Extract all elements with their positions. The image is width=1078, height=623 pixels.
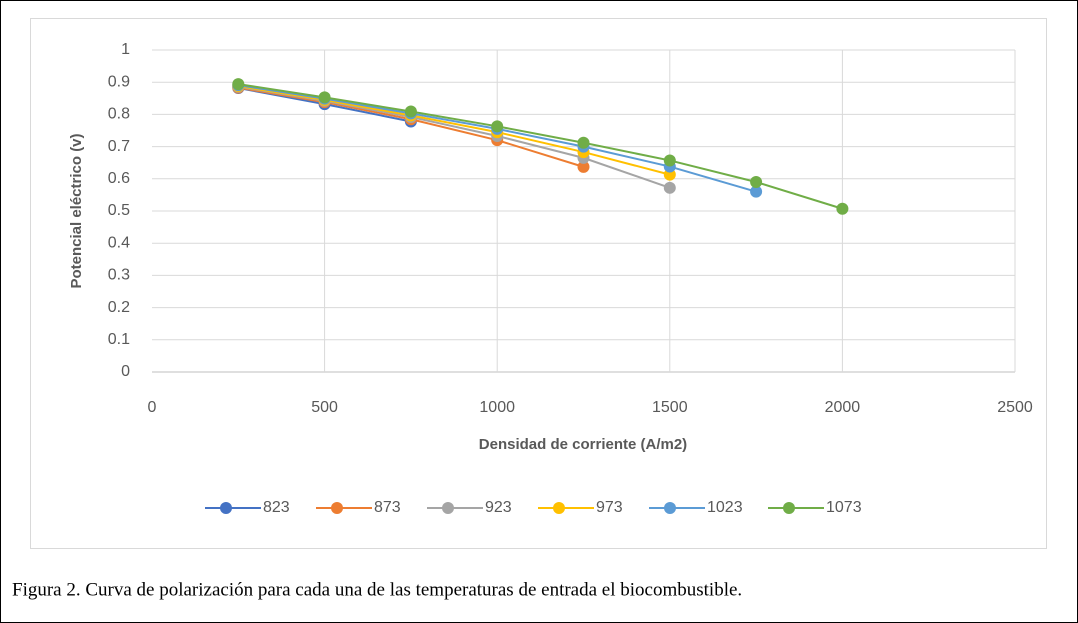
y-axis-title: Potencial eléctrico (v) [68,133,85,288]
data-point [404,105,417,118]
legend-marker [442,502,454,514]
legend-marker [783,502,795,514]
legend-label: 823 [263,499,290,516]
y-tick-label: 0.4 [108,234,130,251]
y-tick-label: 0.8 [108,106,130,123]
data-point [836,202,849,215]
y-tick-label: 0.3 [108,267,130,284]
x-tick-label: 2000 [825,399,861,416]
data-point [232,78,245,91]
y-tick-label: 0.6 [108,170,130,187]
series-line [238,85,671,176]
legend-marker [664,502,676,514]
legend-label: 873 [374,499,401,516]
y-tick-label: 0.2 [108,299,130,316]
legend-marker [220,502,232,514]
y-tick-label: 1 [121,41,130,58]
legend-marker [331,502,343,514]
y-tick-label: 0.9 [108,73,130,90]
data-point [750,176,763,189]
y-tick-label: 0 [121,363,130,380]
x-axis-title: Densidad de corriente (A/m2) [479,436,687,453]
legend-label: 1023 [707,499,743,516]
y-tick-label: 0.5 [108,202,130,219]
data-point [750,185,763,198]
caption: Figura 2. Curva de polarización para cad… [12,579,742,600]
data-point [663,154,676,167]
y-tick-label: 0.7 [108,138,130,155]
x-tick-label: 500 [311,399,338,416]
data-point [577,136,590,149]
data-point [491,120,504,133]
legend-label: 973 [596,499,623,516]
legend-label: 1073 [826,499,862,516]
y-tick-label: 0.1 [108,331,130,348]
x-tick-label: 0 [148,399,157,416]
legend-marker [553,502,565,514]
legend-label: 923 [485,499,512,516]
x-tick-label: 1500 [652,399,688,416]
x-tick-label: 1000 [479,399,515,416]
data-point [577,160,590,173]
x-tick-label: 2500 [997,399,1033,416]
data-point [318,91,331,104]
data-point [663,181,676,194]
chart-area [30,18,1047,549]
series-line [238,83,843,210]
